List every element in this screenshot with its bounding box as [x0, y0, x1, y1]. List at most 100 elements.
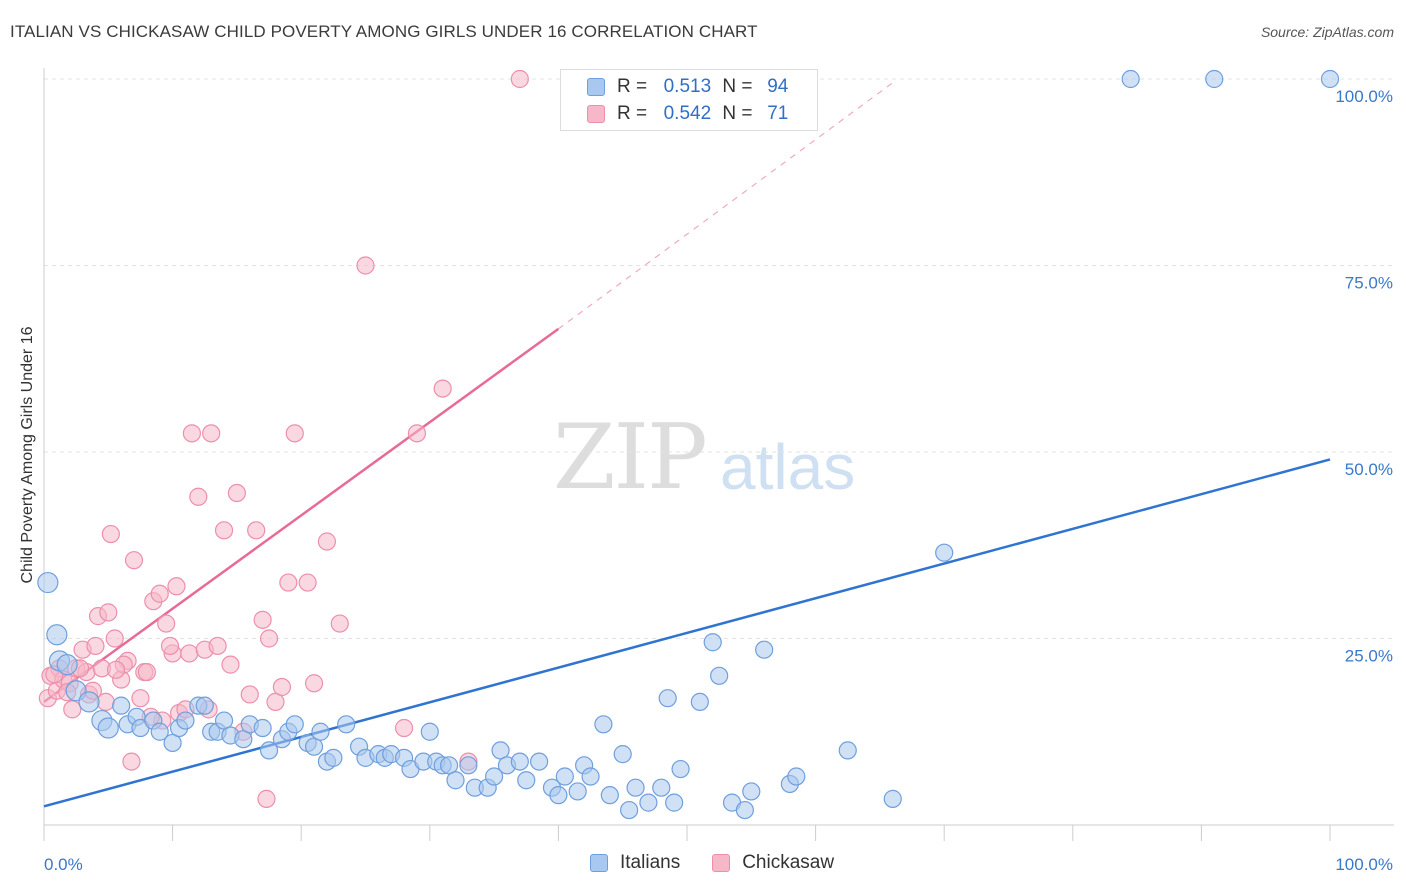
italians-point	[176, 711, 195, 730]
italians-point	[742, 782, 761, 801]
italians-point	[755, 640, 774, 659]
italians-swatch-icon	[587, 78, 605, 96]
chickasaw-point	[304, 674, 324, 693]
tick-labels: 25.0% 50.0% 75.0% 100.0% 0.0% 100.0%	[44, 87, 1393, 874]
chickasaw-trend-extension	[558, 82, 894, 330]
italians-point	[665, 793, 684, 812]
x-tick-label: 0.0%	[44, 855, 83, 874]
chickasaw-point	[131, 689, 150, 708]
series-legend: Italians Chickasaw	[590, 852, 866, 874]
italians-point	[703, 633, 722, 652]
chickasaw-point	[167, 577, 186, 596]
italians-point	[581, 767, 600, 786]
italians-legend-icon	[590, 854, 608, 872]
chickasaw-point	[330, 614, 349, 633]
chickasaw-point	[259, 629, 279, 648]
italians-point	[530, 752, 549, 771]
italians-point	[37, 571, 59, 594]
italians-trend-line	[43, 458, 1331, 808]
italians-point	[420, 722, 439, 741]
italians-point	[446, 771, 465, 790]
italians-point	[935, 543, 954, 562]
chickasaw-point	[99, 603, 118, 622]
chickasaw-point	[510, 69, 529, 89]
italians-point	[652, 778, 671, 797]
chickasaw-point	[394, 718, 414, 738]
y-tick-label: 50.0%	[1345, 460, 1393, 479]
chickasaw-trend-line	[43, 327, 560, 703]
legend-row-chickasaw: R = 0.542 N = 71	[587, 103, 798, 125]
italians-point	[594, 715, 613, 734]
chickasaw-point	[124, 551, 144, 570]
italians-point	[97, 717, 119, 739]
chickasaw-point	[317, 532, 337, 551]
chickasaw-point	[122, 752, 141, 771]
chickasaw-point	[86, 636, 105, 656]
italians-point	[549, 786, 568, 805]
italians-point	[883, 789, 902, 808]
chickasaw-legend-label: Chickasaw	[742, 852, 835, 873]
y-tick-label: 75.0%	[1345, 274, 1393, 293]
italians-point	[459, 756, 478, 775]
italians-point	[259, 741, 279, 760]
chickasaw-point	[285, 424, 304, 443]
italians-point	[626, 778, 645, 797]
italians-point	[690, 692, 709, 712]
chickasaw-point	[182, 424, 201, 443]
trend-lines	[43, 82, 1331, 808]
chickasaw-r-label: R =	[617, 103, 648, 124]
chickasaw-point	[433, 379, 452, 398]
x-tick-label: 100.0%	[1335, 855, 1393, 874]
chickasaw-point	[257, 789, 276, 808]
chickasaw-point	[356, 256, 375, 275]
chickasaw-point	[298, 573, 317, 592]
chickasaw-point	[221, 655, 240, 674]
chickasaw-point	[106, 660, 126, 679]
chickasaw-point	[407, 424, 427, 443]
italians-point	[600, 786, 619, 805]
chickasaw-point	[253, 610, 272, 629]
chickasaw-point	[137, 662, 156, 682]
italians-point	[735, 800, 754, 820]
legend-row-italians: R = 0.513 N = 94	[587, 76, 798, 98]
chickasaw-r-value: 0.542	[663, 103, 712, 124]
chart-source: Source: ZipAtlas.com	[1260, 24, 1394, 40]
italians-point	[517, 771, 536, 790]
italians-point	[1205, 69, 1224, 89]
chickasaw-n-label: N =	[722, 103, 753, 124]
italians-point	[150, 722, 169, 741]
italians-point	[710, 666, 729, 685]
chart-title: ITALIAN VS CHICKASAW CHILD POVERTY AMONG…	[10, 22, 758, 41]
legend-item-chickasaw[interactable]: Chickasaw	[712, 852, 834, 874]
chickasaw-point	[202, 424, 221, 443]
chickasaw-point	[272, 677, 292, 697]
italians-r-value: 0.513	[663, 76, 712, 97]
y-tick-label: 100.0%	[1335, 87, 1393, 106]
italians-point	[253, 718, 272, 738]
chickasaw-point	[160, 636, 180, 656]
chickasaw-point	[279, 573, 298, 592]
chickasaw-point	[157, 614, 176, 633]
italians-point	[568, 782, 587, 801]
chickasaw-point	[150, 584, 169, 603]
italians-point	[639, 793, 658, 812]
y-tick-label: 25.0%	[1345, 647, 1393, 666]
chickasaw-point	[208, 636, 227, 656]
italians-legend-label: Italians	[620, 852, 681, 873]
correlation-legend: R = 0.513 N = 94 R = 0.542 N = 71	[560, 69, 818, 131]
italians-point	[337, 715, 356, 734]
italians-r-label: R =	[617, 76, 648, 97]
italians-point	[311, 722, 330, 741]
italians-point	[510, 752, 529, 771]
italians-point	[620, 800, 639, 820]
italians-n-value: 94	[767, 76, 789, 97]
chickasaw-point	[227, 483, 246, 503]
chickasaw-point	[105, 629, 124, 648]
legend-item-italians[interactable]: Italians	[590, 852, 680, 874]
watermark-zip: ZIP	[553, 405, 708, 510]
chickasaw-point	[214, 521, 234, 540]
italians-point	[485, 767, 504, 786]
chickasaw-swatch-icon	[587, 105, 605, 123]
italians-point	[658, 689, 677, 708]
